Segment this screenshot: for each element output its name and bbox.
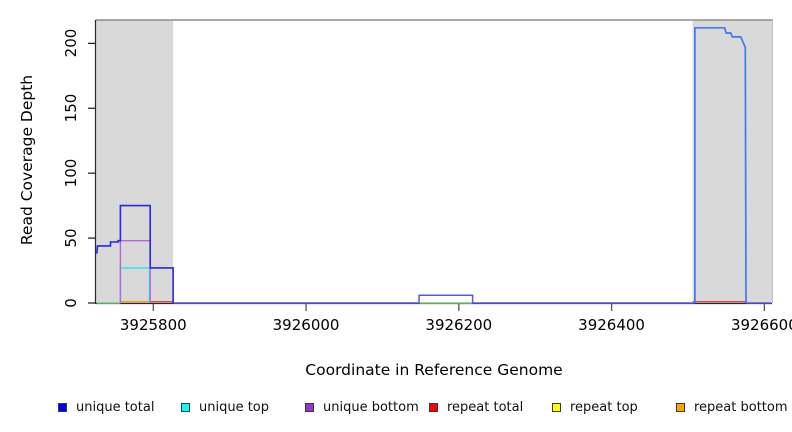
legend-label: repeat top xyxy=(570,400,638,415)
series-unique-total-baseline-mid xyxy=(173,294,695,304)
legend-label: repeat bottom xyxy=(694,400,788,415)
left-repeat-region xyxy=(96,20,174,303)
legend-label: repeat total xyxy=(447,400,524,415)
legend-swatch-icon xyxy=(676,403,685,412)
y-tick-label: 100 xyxy=(62,158,80,188)
x-tick-label: 3926400 xyxy=(578,316,645,334)
legend-label: unique bottom xyxy=(323,400,419,415)
x-tick-label: 3926000 xyxy=(272,316,340,334)
legend-swatch-icon xyxy=(429,403,438,412)
y-tick-label: 0 xyxy=(62,298,80,308)
x-axis-title: Coordinate in Reference Genome xyxy=(305,361,563,379)
legend-swatch-icon xyxy=(58,403,67,412)
y-tick-label: 200 xyxy=(62,29,80,58)
series-unique-bottom xyxy=(119,239,151,303)
legend-swatch-icon xyxy=(305,403,314,412)
y-tick-label: 150 xyxy=(62,93,80,123)
y-tick-label: 50 xyxy=(62,228,80,248)
y-axis-title: Read Coverage Depth xyxy=(18,74,36,246)
legend-swatch-icon xyxy=(181,403,190,412)
legend-swatch-icon xyxy=(552,403,561,412)
series-unique-total-right-block xyxy=(694,26,747,304)
right-repeat-region xyxy=(692,20,772,303)
legend: unique total unique top unique bottom repea… xyxy=(0,396,792,420)
x-tick-label: 3926200 xyxy=(425,316,493,334)
series-unique-total-left-block xyxy=(96,204,174,303)
legend-label: unique top xyxy=(199,400,270,415)
x-tick-label: 3926600 xyxy=(730,316,792,334)
legend-label: unique total xyxy=(76,400,155,415)
x-tick-label: 3925800 xyxy=(119,316,187,334)
